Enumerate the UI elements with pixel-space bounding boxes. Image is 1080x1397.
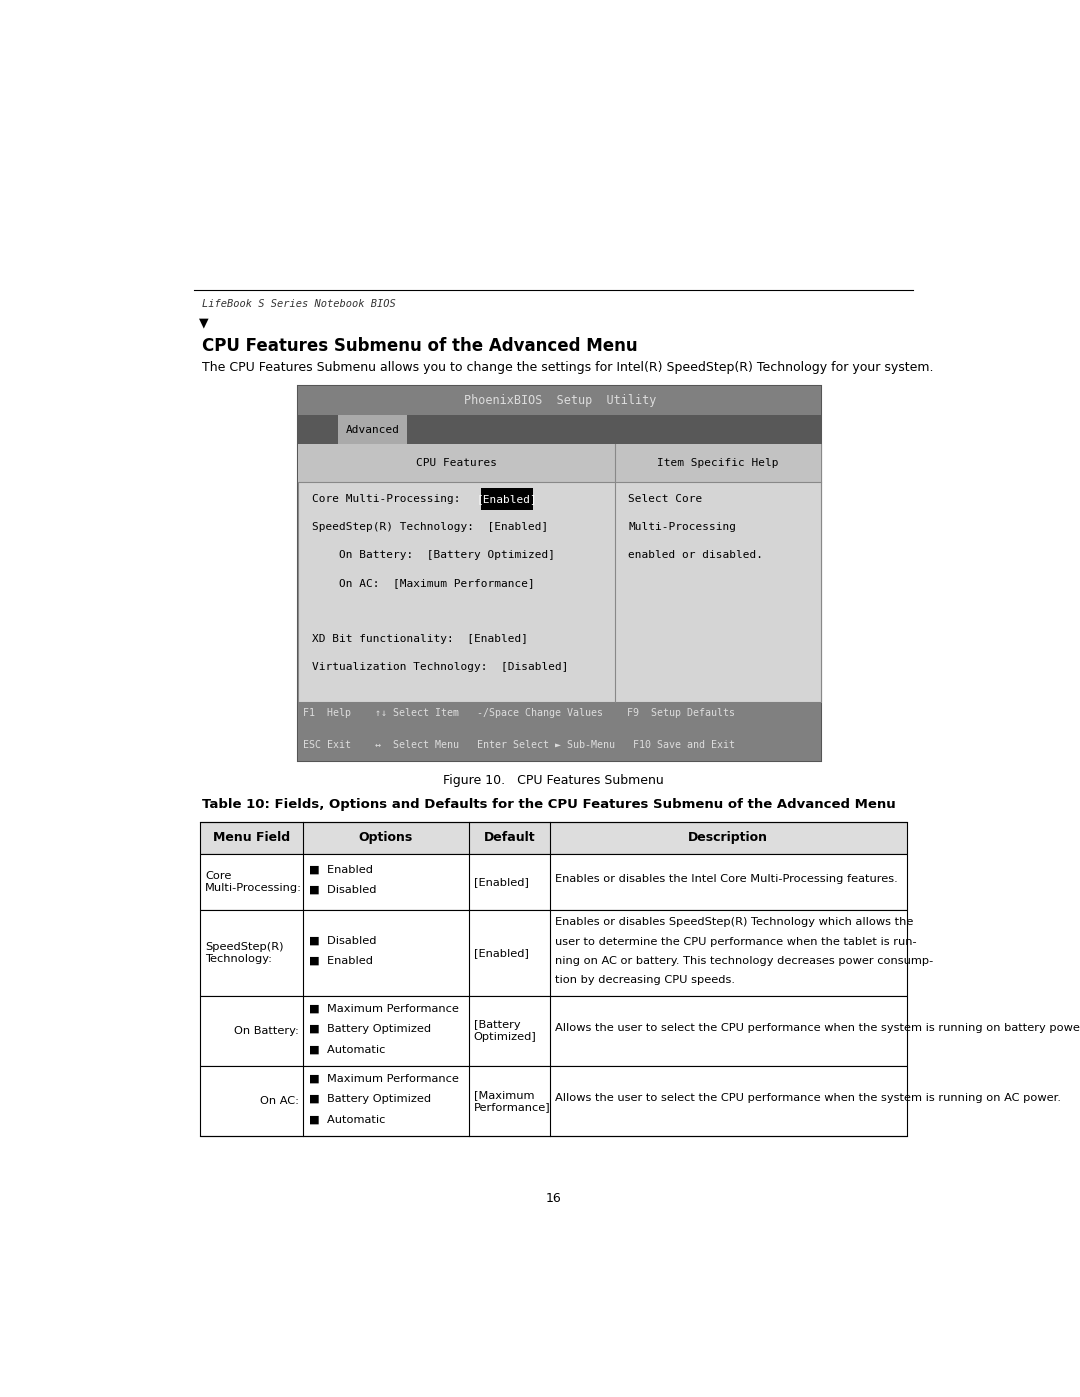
Text: The CPU Features Submenu allows you to change the settings for Intel(R) SpeedSte: The CPU Features Submenu allows you to c… [202, 362, 933, 374]
Text: On AC:  [Maximum Performance]: On AC: [Maximum Performance] [312, 578, 535, 588]
Bar [338, 415, 407, 444]
Bar [200, 1066, 907, 1136]
Text: ■  Automatic: ■ Automatic [309, 1045, 386, 1055]
Text: Select Core: Select Core [629, 495, 702, 504]
Text: Core
Multi-Processing:: Core Multi-Processing: [205, 872, 302, 893]
Text: Allows the user to select the CPU performance when the system is running on batt: Allows the user to select the CPU perfor… [555, 1023, 1080, 1032]
Text: enabled or disabled.: enabled or disabled. [629, 550, 764, 560]
Text: SpeedStep(R)
Technology:: SpeedStep(R) Technology: [205, 942, 284, 964]
Text: ESC Exit    ↔  Select Menu   Enter Select ► Sub-Menu   F10 Save and Exit: ESC Exit ↔ Select Menu Enter Select ► Su… [303, 740, 735, 750]
Text: ■  Battery Optimized: ■ Battery Optimized [309, 1094, 432, 1105]
Text: ■  Maximum Performance: ■ Maximum Performance [309, 1074, 459, 1084]
Text: Options: Options [359, 831, 413, 844]
Text: [Enabled]: [Enabled] [474, 949, 528, 958]
Text: CPU Features Submenu of the Advanced Menu: CPU Features Submenu of the Advanced Men… [202, 337, 637, 355]
Text: Item Specific Help: Item Specific Help [658, 458, 779, 468]
Text: 16: 16 [545, 1192, 562, 1204]
Text: tion by decreasing CPU speeds.: tion by decreasing CPU speeds. [555, 975, 735, 985]
Bar [298, 444, 822, 703]
Text: [Maximum
Performance]: [Maximum Performance] [474, 1090, 551, 1112]
Text: Allows the user to select the CPU performance when the system is running on AC p: Allows the user to select the CPU perfor… [555, 1092, 1061, 1102]
Text: Table 10: Fields, Options and Defaults for the CPU Features Submenu of the Advan: Table 10: Fields, Options and Defaults f… [202, 798, 895, 812]
Bar [200, 909, 907, 996]
Bar [298, 386, 822, 761]
Text: Description: Description [688, 831, 768, 844]
Text: [Enabled]: [Enabled] [476, 495, 538, 504]
Text: Advanced: Advanced [346, 425, 400, 434]
Bar [200, 854, 907, 909]
Bar [298, 386, 822, 415]
Text: ■  Automatic: ■ Automatic [309, 1115, 386, 1125]
Bar [298, 703, 822, 761]
Text: ■  Disabled: ■ Disabled [309, 886, 377, 895]
Text: On Battery:: On Battery: [233, 1025, 298, 1037]
Bar [298, 415, 822, 444]
Text: On Battery:  [Battery Optimized]: On Battery: [Battery Optimized] [312, 550, 555, 560]
Bar [200, 996, 907, 1066]
Text: PhoenixBIOS  Setup  Utility: PhoenixBIOS Setup Utility [463, 394, 656, 407]
Text: CPU Features: CPU Features [416, 458, 497, 468]
Text: ■  Disabled: ■ Disabled [309, 936, 377, 946]
Text: Core Multi-Processing:: Core Multi-Processing: [312, 495, 460, 504]
Text: ▼: ▼ [199, 316, 208, 330]
Text: Virtualization Technology:  [Disabled]: Virtualization Technology: [Disabled] [312, 662, 568, 672]
Text: LifeBook S Series Notebook BIOS: LifeBook S Series Notebook BIOS [202, 299, 395, 309]
Bar [298, 444, 822, 482]
Text: On AC:: On AC: [259, 1095, 298, 1106]
Text: user to determine the CPU performance when the tablet is run-: user to determine the CPU performance wh… [555, 937, 917, 947]
Text: [Enabled]: [Enabled] [474, 877, 528, 887]
Text: F1  Help    ↑↓ Select Item   -/Space Change Values    F9  Setup Defaults: F1 Help ↑↓ Select Item -/Space Change Va… [303, 708, 735, 718]
Text: Multi-Processing: Multi-Processing [629, 522, 737, 532]
Text: ■  Maximum Performance: ■ Maximum Performance [309, 1004, 459, 1014]
Text: Menu Field: Menu Field [213, 831, 291, 844]
Text: ■  Enabled: ■ Enabled [309, 865, 374, 875]
Text: [Battery
Optimized]: [Battery Optimized] [474, 1020, 537, 1042]
Text: ■  Enabled: ■ Enabled [309, 956, 374, 967]
Text: Default: Default [484, 831, 536, 844]
Text: SpeedStep(R) Technology:  [Enabled]: SpeedStep(R) Technology: [Enabled] [312, 522, 548, 532]
Text: Enables or disables SpeedStep(R) Technology which allows the: Enables or disables SpeedStep(R) Technol… [555, 918, 914, 928]
Text: ning on AC or battery. This technology decreases power consump-: ning on AC or battery. This technology d… [555, 956, 933, 967]
Text: Enables or disables the Intel Core Multi-Processing features.: Enables or disables the Intel Core Multi… [555, 875, 897, 884]
Text: ■  Battery Optimized: ■ Battery Optimized [309, 1024, 432, 1034]
Bar [481, 488, 534, 510]
Text: Figure 10.   CPU Features Submenu: Figure 10. CPU Features Submenu [443, 774, 664, 788]
Bar [200, 821, 907, 854]
Text: XD Bit functionality:  [Enabled]: XD Bit functionality: [Enabled] [312, 634, 528, 644]
